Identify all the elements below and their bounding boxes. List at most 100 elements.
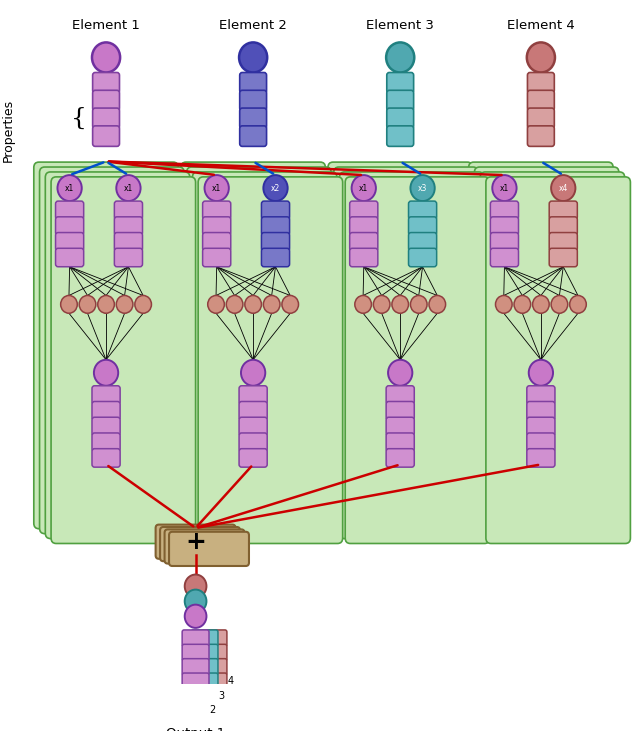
FancyBboxPatch shape (92, 433, 120, 452)
Circle shape (205, 175, 229, 201)
FancyBboxPatch shape (549, 249, 577, 267)
FancyBboxPatch shape (549, 232, 577, 251)
FancyBboxPatch shape (239, 417, 267, 436)
FancyBboxPatch shape (92, 386, 120, 404)
FancyBboxPatch shape (92, 401, 120, 420)
FancyBboxPatch shape (387, 91, 413, 111)
Circle shape (185, 575, 207, 598)
FancyBboxPatch shape (527, 449, 555, 467)
Circle shape (116, 295, 133, 314)
FancyBboxPatch shape (203, 232, 231, 251)
Circle shape (264, 175, 287, 201)
FancyBboxPatch shape (240, 72, 267, 93)
FancyBboxPatch shape (93, 72, 120, 93)
FancyBboxPatch shape (549, 201, 577, 219)
FancyBboxPatch shape (187, 167, 331, 534)
Text: x1: x1 (124, 183, 133, 192)
FancyBboxPatch shape (198, 177, 342, 543)
FancyBboxPatch shape (56, 249, 84, 267)
FancyBboxPatch shape (490, 249, 518, 267)
Circle shape (392, 295, 408, 314)
Circle shape (532, 295, 549, 314)
Text: 2: 2 (210, 705, 216, 715)
FancyBboxPatch shape (386, 433, 414, 452)
Circle shape (92, 42, 120, 72)
FancyBboxPatch shape (92, 417, 120, 436)
FancyBboxPatch shape (115, 249, 143, 267)
Text: x1: x1 (65, 183, 74, 192)
FancyBboxPatch shape (387, 108, 413, 129)
FancyBboxPatch shape (239, 401, 267, 420)
Circle shape (492, 175, 516, 201)
FancyBboxPatch shape (527, 401, 555, 420)
Circle shape (570, 295, 586, 314)
FancyBboxPatch shape (474, 167, 619, 534)
Circle shape (135, 295, 152, 314)
Text: +: + (185, 530, 206, 553)
FancyBboxPatch shape (527, 417, 555, 436)
FancyBboxPatch shape (349, 232, 378, 251)
FancyBboxPatch shape (486, 177, 630, 543)
FancyBboxPatch shape (191, 687, 218, 704)
FancyBboxPatch shape (527, 386, 555, 404)
Circle shape (410, 295, 427, 314)
FancyBboxPatch shape (262, 249, 289, 267)
FancyBboxPatch shape (182, 702, 209, 718)
Text: Output 1: Output 1 (166, 727, 225, 731)
FancyBboxPatch shape (349, 217, 378, 235)
Text: Element 1: Element 1 (72, 19, 140, 32)
FancyBboxPatch shape (92, 449, 120, 467)
FancyBboxPatch shape (386, 417, 414, 436)
FancyBboxPatch shape (56, 201, 84, 219)
Text: 3: 3 (219, 691, 225, 700)
Circle shape (373, 295, 390, 314)
FancyBboxPatch shape (333, 167, 478, 534)
FancyBboxPatch shape (527, 72, 554, 93)
FancyBboxPatch shape (262, 201, 289, 219)
FancyBboxPatch shape (169, 531, 249, 566)
FancyBboxPatch shape (191, 644, 218, 661)
FancyBboxPatch shape (386, 386, 414, 404)
FancyBboxPatch shape (339, 172, 484, 539)
FancyBboxPatch shape (527, 126, 554, 146)
FancyBboxPatch shape (156, 525, 236, 558)
Text: Element 3: Element 3 (366, 19, 434, 32)
Text: x4: x4 (559, 183, 568, 192)
Circle shape (245, 295, 262, 314)
FancyBboxPatch shape (51, 177, 196, 543)
Text: x1: x1 (359, 183, 369, 192)
FancyBboxPatch shape (468, 162, 613, 529)
Circle shape (429, 295, 445, 314)
FancyBboxPatch shape (408, 249, 436, 267)
Circle shape (495, 295, 512, 314)
FancyBboxPatch shape (408, 217, 436, 235)
FancyBboxPatch shape (200, 673, 227, 689)
FancyBboxPatch shape (181, 162, 325, 529)
FancyBboxPatch shape (239, 449, 267, 467)
FancyBboxPatch shape (527, 433, 555, 452)
Circle shape (185, 605, 207, 628)
Circle shape (239, 42, 267, 72)
FancyBboxPatch shape (239, 433, 267, 452)
Circle shape (227, 295, 243, 314)
Text: x1: x1 (500, 183, 509, 192)
FancyBboxPatch shape (387, 126, 413, 146)
FancyBboxPatch shape (239, 386, 267, 404)
FancyBboxPatch shape (262, 217, 289, 235)
FancyBboxPatch shape (480, 172, 625, 539)
FancyBboxPatch shape (408, 232, 436, 251)
Text: Element 2: Element 2 (219, 19, 287, 32)
FancyBboxPatch shape (490, 217, 518, 235)
FancyBboxPatch shape (386, 449, 414, 467)
FancyBboxPatch shape (191, 673, 218, 689)
Circle shape (551, 175, 575, 201)
FancyBboxPatch shape (386, 401, 414, 420)
FancyBboxPatch shape (203, 249, 231, 267)
Circle shape (388, 360, 412, 386)
FancyBboxPatch shape (203, 217, 231, 235)
Text: x2: x2 (271, 183, 280, 192)
FancyBboxPatch shape (527, 91, 554, 111)
Text: 4: 4 (228, 676, 234, 686)
FancyBboxPatch shape (387, 72, 413, 93)
Circle shape (529, 360, 553, 386)
